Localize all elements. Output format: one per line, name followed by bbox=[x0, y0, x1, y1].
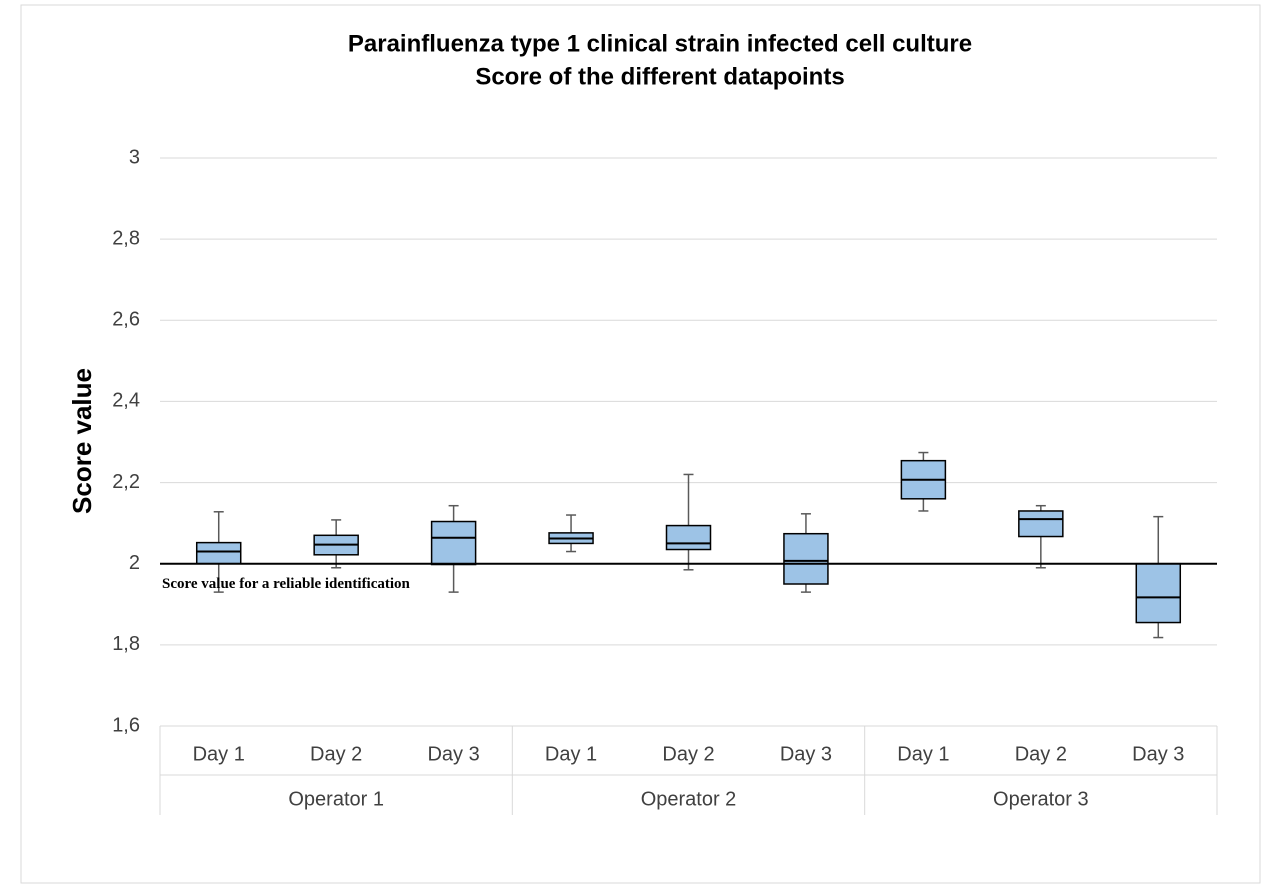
x-tick-label: Day 2 bbox=[310, 743, 362, 765]
box bbox=[665, 524, 712, 551]
y-tick-label: 3 bbox=[129, 146, 140, 168]
chart-title: Parainfluenza type 1 clinical strain inf… bbox=[348, 30, 972, 57]
y-tick-label: 2,2 bbox=[112, 471, 140, 493]
box bbox=[1018, 510, 1064, 538]
x-tick-label: Day 1 bbox=[193, 743, 245, 765]
reference-label: Score value for a reliable identificatio… bbox=[162, 576, 411, 592]
y-tick-label: 1,8 bbox=[112, 633, 140, 655]
box bbox=[1135, 562, 1182, 624]
x-tick-label: Day 2 bbox=[1015, 743, 1067, 765]
x-tick-label: Day 3 bbox=[1132, 743, 1184, 765]
x-tick-label: Day 3 bbox=[780, 743, 832, 765]
y-tick-label: 2,6 bbox=[112, 309, 140, 331]
group-label: Operator 2 bbox=[641, 788, 737, 810]
x-tick-label: Day 2 bbox=[662, 743, 714, 765]
group-label: Operator 3 bbox=[993, 788, 1089, 810]
chart-subtitle: Score of the different datapoints bbox=[475, 63, 844, 90]
x-tick-label: Day 1 bbox=[897, 743, 949, 765]
y-tick-label: 1,6 bbox=[112, 714, 140, 736]
y-tick-label: 2,4 bbox=[112, 390, 140, 412]
group-label: Operator 1 bbox=[288, 788, 384, 810]
x-tick-label: Day 3 bbox=[427, 743, 479, 765]
box bbox=[430, 520, 477, 566]
y-tick-label: 2,8 bbox=[112, 227, 140, 249]
y-tick-label: 2 bbox=[129, 552, 140, 574]
chart-border bbox=[20, 4, 1261, 884]
box bbox=[783, 532, 829, 585]
y-axis-label: Score value bbox=[67, 368, 97, 514]
box bbox=[195, 541, 242, 565]
x-tick-label: Day 1 bbox=[545, 743, 597, 765]
